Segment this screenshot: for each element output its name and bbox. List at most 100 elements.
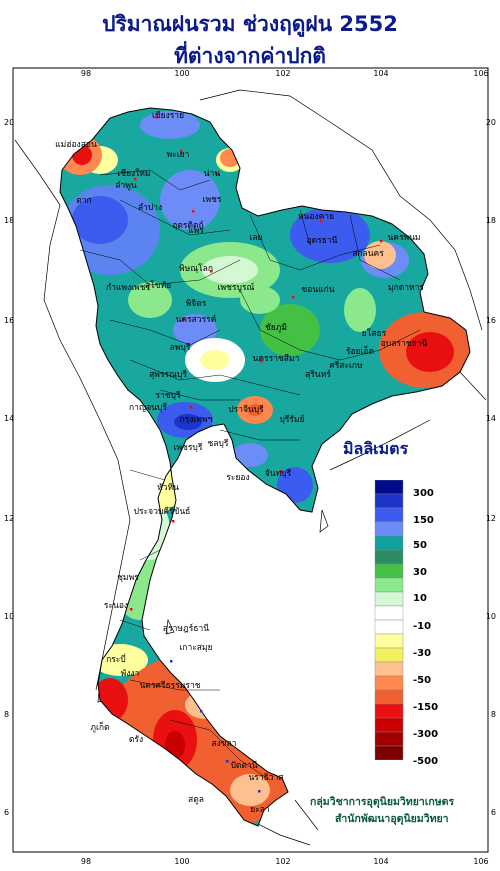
legend-swatch (374, 647, 404, 663)
credit-line2: สำนักพัฒนาอุตุนิยมวิทยา (335, 813, 449, 825)
legend-swatch (374, 521, 404, 537)
lon-tick-bottom: 106 (473, 857, 488, 866)
neighbor-border-west (14, 139, 131, 691)
province-label: นครศรีธรรมราช (139, 680, 200, 691)
legend-label: -500 (413, 756, 439, 767)
province-label: พังงา (121, 669, 140, 679)
lat-tick-right: 14 (486, 414, 496, 423)
lat-tick-left: 14 (4, 414, 14, 423)
legend-swatch (374, 633, 404, 649)
province-label: นครพนม (387, 233, 420, 243)
lon-tick-bottom: 98 (81, 857, 91, 866)
province-label: ชลบุรี (208, 438, 229, 449)
province-label: สตูล (188, 795, 204, 805)
neighbor-border-south (249, 799, 319, 846)
lat-tick-right: 10 (486, 612, 496, 621)
province-label: แม่ฮ่องสอน (55, 140, 97, 150)
lat-tick-left: 20 (4, 118, 14, 127)
legend-swatch (374, 563, 404, 579)
province-label: ขอนแก่น (301, 285, 334, 295)
lat-tick-right: 8 (491, 710, 496, 719)
province-label: มุกดาหาร (388, 283, 424, 293)
lat-tick-right: 18 (486, 216, 496, 225)
province-label: เลย (249, 233, 262, 243)
legend-label: -10 (413, 621, 432, 632)
lon-tick-top: 98 (81, 69, 91, 78)
neighbor-border-north (199, 89, 483, 331)
lat-tick-right: 12 (486, 514, 496, 523)
province-label: พิจิตร (186, 299, 207, 309)
legend-color-bar (374, 480, 404, 760)
credit-line1: กลุ่มวิชาการอุตุนิยมวิทยาเกษตร (310, 796, 455, 808)
lon-tick-bottom: 102 (275, 857, 290, 866)
legend-swatch (374, 507, 404, 523)
province-label: สุโขทัย (145, 280, 171, 291)
legend-swatch (374, 493, 404, 509)
lat-tick-left: 18 (4, 216, 14, 225)
province-label: ศรีสะเกษ (329, 360, 363, 371)
lon-tick-top: 102 (275, 69, 290, 78)
province-label: ลำพูน (115, 181, 137, 191)
province-label: กรุงเทพฯ (180, 415, 213, 425)
lon-tick-bottom: 104 (373, 857, 388, 866)
lon-tick-bottom: 100 (174, 857, 189, 866)
province-label: ปัตตานี (230, 760, 257, 771)
legend-swatch (374, 535, 404, 551)
legend-swatch (374, 480, 404, 495)
province-label: สกลนคร (352, 249, 384, 259)
province-label: กาญจนบุรี (129, 402, 167, 413)
legend-swatch (374, 675, 404, 691)
province-label: แพร่ (188, 226, 204, 236)
province-label: หัวหิน (157, 483, 179, 493)
province-label: นราธิวาส (248, 773, 284, 783)
legend-label: 50 (413, 540, 427, 551)
legend-swatch (374, 591, 404, 607)
lat-tick-right: 6 (491, 808, 496, 817)
province-label: จันทบุรี (265, 468, 292, 479)
province-label: สงขลา (211, 739, 236, 749)
lon-tick-top: 106 (473, 69, 488, 78)
province-label: ราชบุรี (155, 390, 181, 401)
lon-tick-top: 100 (174, 69, 189, 78)
province-label: เพชร (203, 195, 222, 205)
legend-label: -150 (413, 702, 439, 713)
province-label: ระยอง (226, 473, 249, 483)
province-label: ยโสธร (362, 328, 387, 339)
legend-label: -300 (413, 729, 439, 740)
province-label: นครราชสีมา (253, 353, 300, 364)
province-label: เพชรบูรณ์ (218, 282, 255, 293)
legend-swatch (374, 717, 404, 733)
legend-swatch (374, 689, 404, 705)
province-label: ร้อยเอ็ด (346, 345, 374, 357)
province-label: นครสวรรค์ (176, 314, 217, 325)
neighbor-border-east (329, 371, 487, 471)
province-label: กำแพงเพชร (106, 283, 150, 293)
province-label: อุบลราชธานี (381, 338, 428, 349)
legend-title: มิลลิเมตร (343, 439, 409, 458)
province-label: สุรินทร์ (305, 369, 331, 380)
lat-tick-left: 16 (4, 316, 14, 325)
legend-label: 30 (413, 567, 427, 578)
province-label: หนองคาย (298, 212, 334, 222)
legend-label: 300 (413, 488, 434, 499)
province-label: ภูเก็ต (90, 721, 109, 733)
province-label: น่าน (204, 169, 221, 179)
province-label: เกาะสมุย (179, 643, 212, 653)
province-label: ปราจีนบุรี (228, 404, 264, 415)
legend-label: -50 (413, 675, 432, 686)
province-label: ระนอง (104, 601, 128, 611)
legend-swatch (374, 703, 404, 719)
province-label: อุดรธานี (307, 235, 338, 246)
legend-swatch (374, 577, 404, 593)
legend-label: -30 (413, 648, 432, 659)
province-boundaries (79, 169, 421, 781)
legend-swatch (374, 619, 404, 635)
legend-swatch (374, 731, 404, 747)
province-label: สุพรรณบุรี (149, 369, 187, 380)
province-label: ชัยภูมิ (265, 323, 287, 333)
province-label: พิษณุโลก (179, 263, 213, 274)
province-label: อุตรดิตถ์ (172, 220, 203, 231)
province-label: ลำปาง (138, 203, 162, 213)
